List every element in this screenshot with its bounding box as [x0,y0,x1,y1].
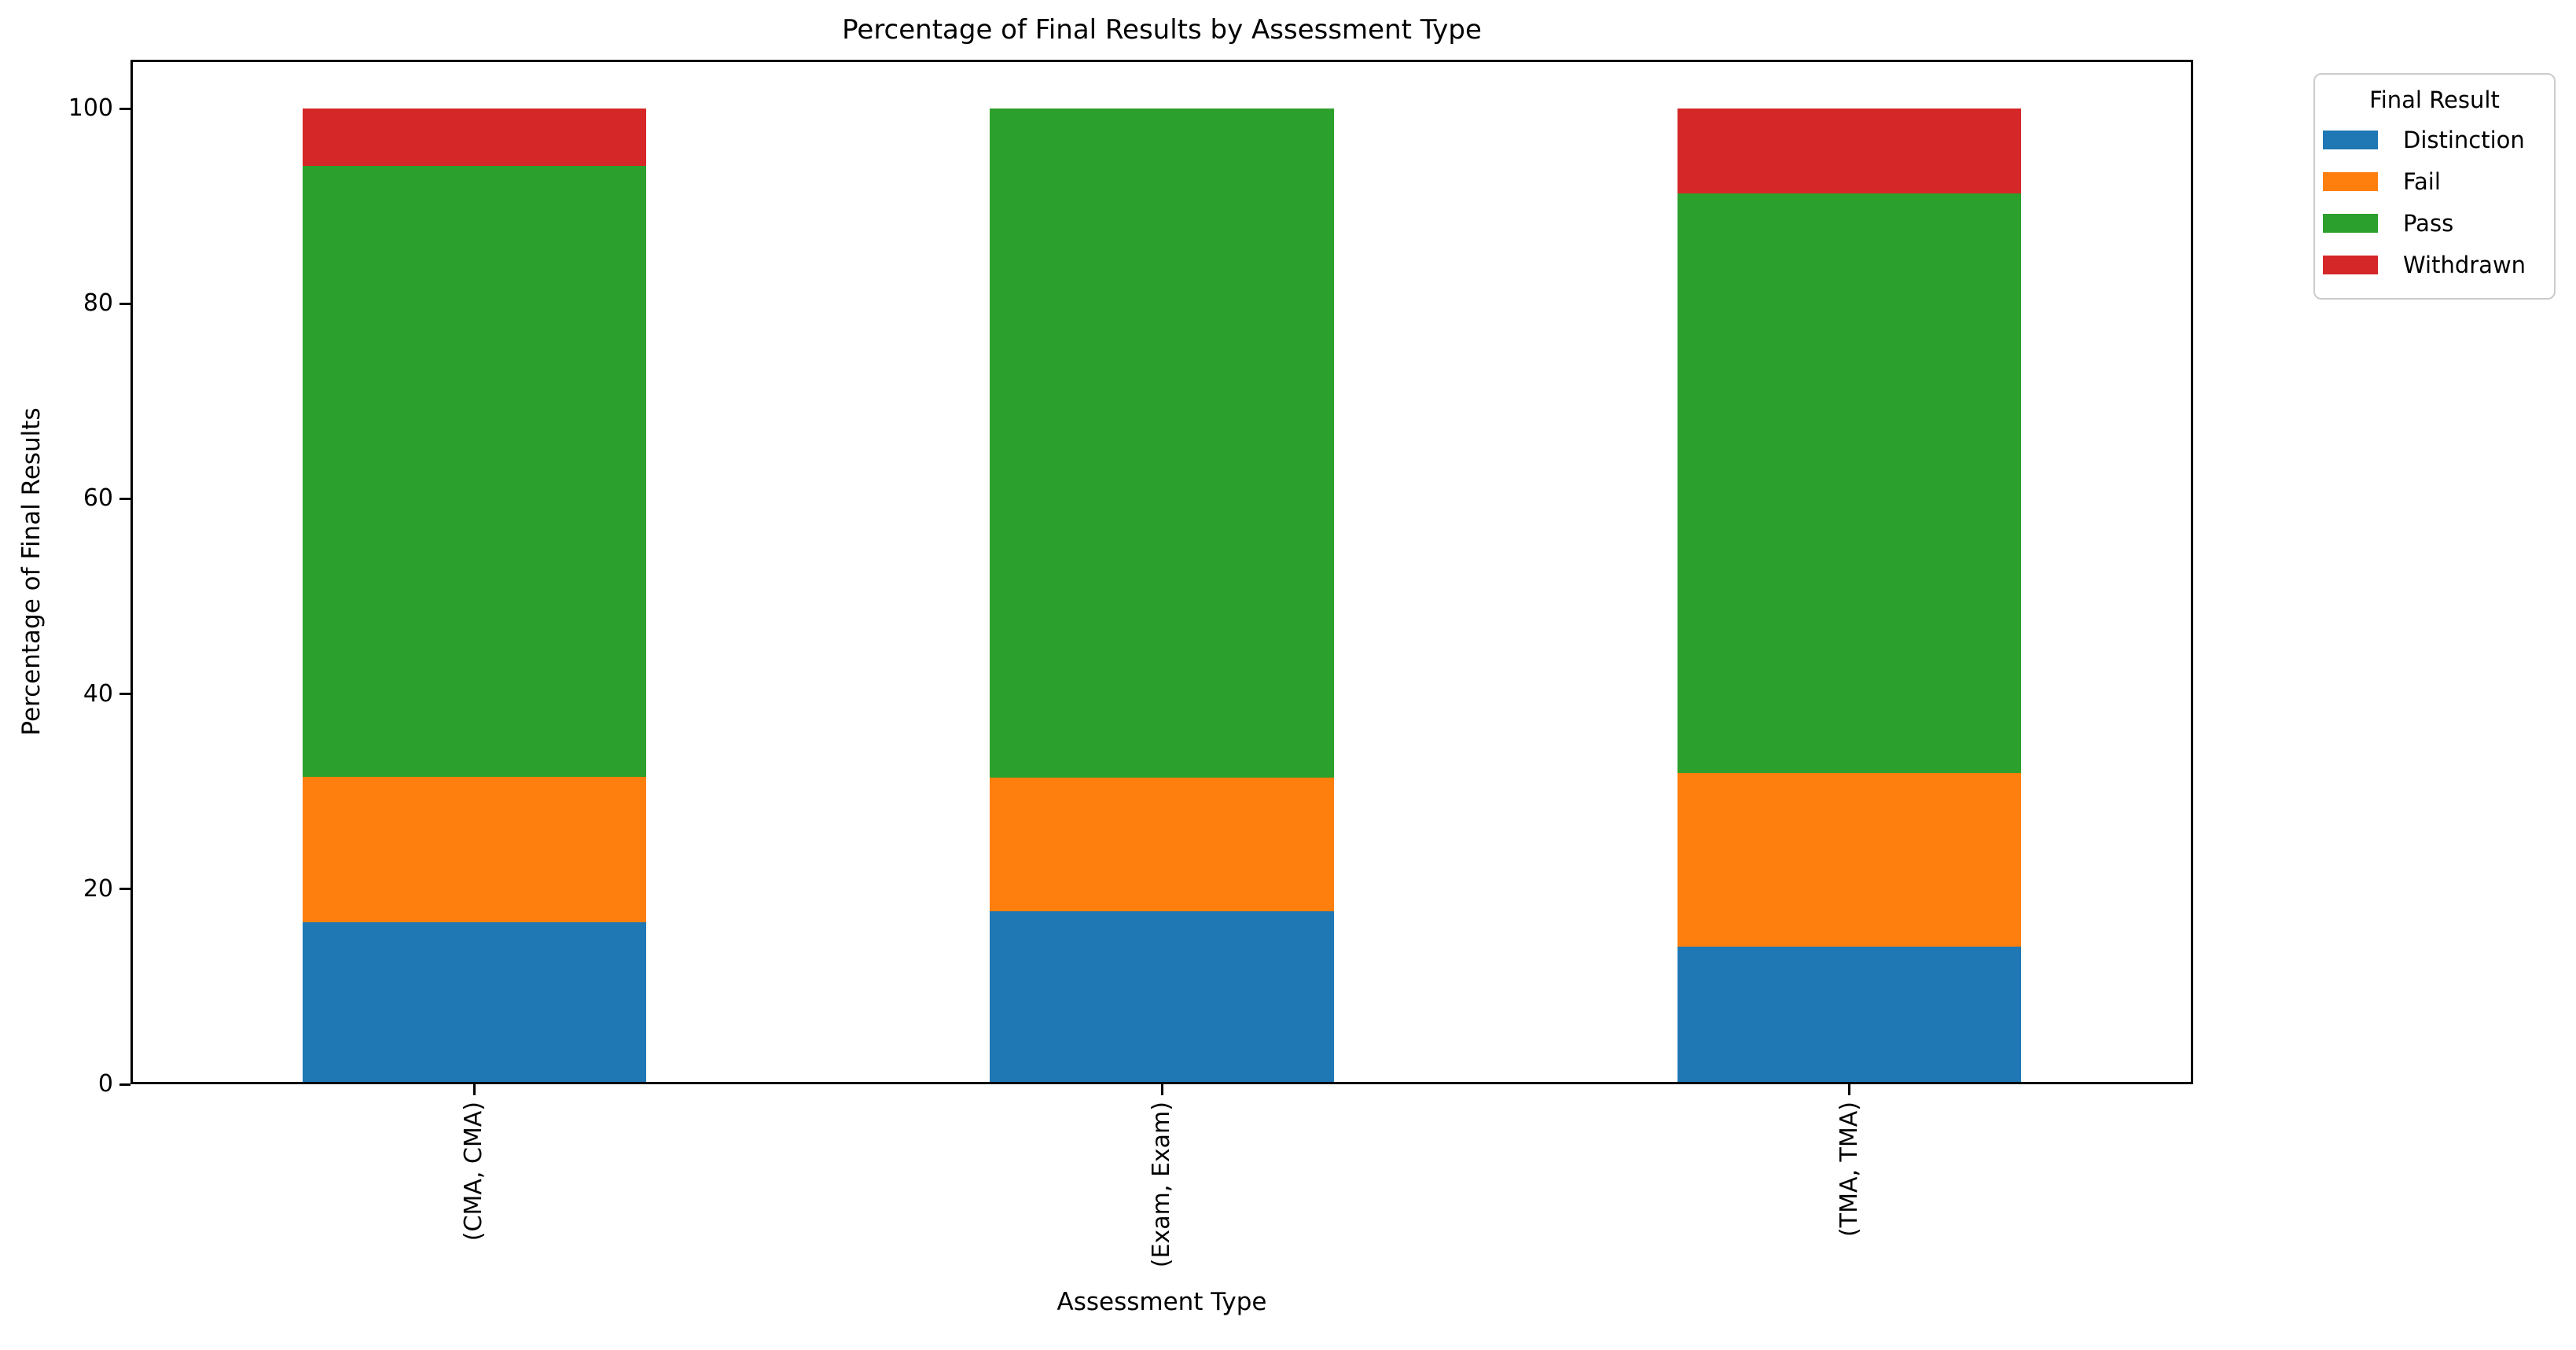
x-tick-label: (TMA, TMA) [1835,1102,1863,1237]
legend-swatch-fail [2323,171,2378,191]
legend-title: Final Result [2369,86,2500,113]
bar-segment-withdrawn [1678,109,2022,193]
x-tick-mark [1848,1084,1851,1095]
legend-item-withdrawn: Withdrawn [2315,244,2554,285]
y-tick-mark [119,107,130,110]
legend-label: Fail [2403,167,2441,195]
y-tick-label: 20 [83,874,113,903]
x-tick-label: (Exam, Exam) [1148,1102,1175,1268]
bar-segment-fail [990,778,1334,912]
x-tick-label: (CMA, CMA) [460,1102,488,1241]
bar-segment-pass [990,109,1334,778]
bar-segment-fail [1678,773,2022,947]
legend-swatch-distinction [2323,130,2378,149]
y-tick-label: 40 [83,679,113,708]
y-tick-mark [119,497,130,500]
y-tick-label: 80 [83,289,113,318]
y-tick-label: 0 [97,1070,113,1098]
bar-segment-pass [302,166,646,778]
legend-label: Distinction [2403,126,2525,153]
x-tick-mark [1160,1084,1163,1095]
bar-segment-distinction [302,922,646,1084]
y-tick-mark [119,1083,130,1086]
bar-segment-pass [1678,193,2022,774]
legend-rows: Distinction Fail Pass Withdrawn [2315,119,2554,285]
legend-item-fail: Fail [2315,160,2554,202]
y-tick-label: 60 [83,484,113,513]
legend: Final Result Distinction Fail Pass Withdraw… [2313,73,2556,300]
chart-title: Percentage of Final Results by Assessmen… [842,14,1482,46]
bar-segment-distinction [990,911,1334,1084]
x-axis-label: Assessment Type [1056,1288,1267,1316]
bar-segment-withdrawn [302,109,646,167]
x-tick-mark [472,1084,476,1095]
bar-segment-distinction [1678,947,2022,1084]
legend-swatch-withdrawn [2323,255,2378,274]
y-tick-mark [119,693,130,696]
legend-label: Withdrawn [2403,251,2526,278]
legend-label: Pass [2403,209,2454,237]
legend-item-distinction: Distinction [2315,119,2554,160]
y-tick-label: 100 [68,94,113,123]
y-tick-mark [119,888,130,891]
legend-swatch-pass [2323,213,2378,233]
bar-segment-fail [302,777,646,922]
y-tick-mark [119,302,130,305]
legend-item-pass: Pass [2315,202,2554,244]
